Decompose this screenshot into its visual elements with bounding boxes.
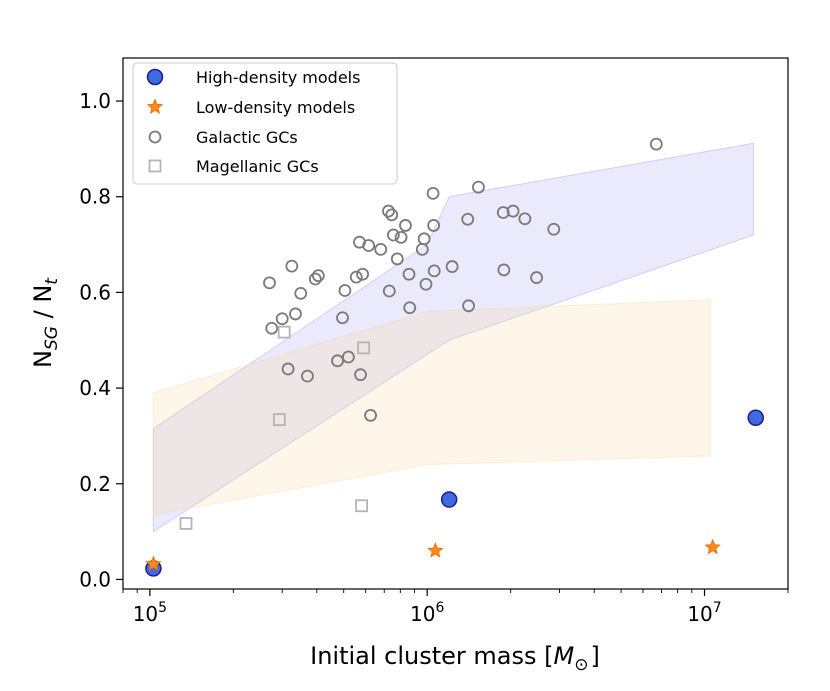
- galactic-gcs-point-39: [472, 180, 485, 194]
- low-density-band: [152, 299, 711, 516]
- low-density-models-point-2: [704, 538, 721, 555]
- galactic-gcs-point-38: [462, 299, 475, 313]
- galactic-gcs-point-19: [364, 408, 377, 422]
- galactic-gcs-point-12: [338, 284, 352, 297]
- galactic-gcs-point-9: [311, 269, 325, 283]
- galactic-gcs-point-22: [382, 284, 396, 298]
- galactic-gcs-point-23: [385, 208, 399, 222]
- y-tick-label-2: 0.4: [79, 376, 111, 400]
- high-density-models-point-1: [440, 491, 458, 508]
- legend-label-high-density: High-density models: [196, 68, 360, 87]
- x-axis-title-symbol: M: [554, 642, 575, 670]
- galactic-gcs-point-13: [342, 350, 355, 364]
- galactic-gcs-point-46: [649, 137, 663, 151]
- galactic-gcs-point-7: [301, 369, 314, 383]
- galactic-gcs-point-14: [349, 270, 363, 284]
- legend-markers: [146, 68, 164, 173]
- magellanic-gcs-point-2: [277, 325, 291, 339]
- galactic-gcs-point-3: [281, 362, 295, 376]
- galactic-gcs-point-2: [275, 312, 289, 326]
- legend: High-density models Low-density models G…: [132, 62, 398, 185]
- y-axis-title-sub-t: t: [42, 277, 62, 285]
- low-density-models-point-1: [427, 542, 444, 558]
- galactic-gcs-point-24: [386, 228, 400, 242]
- high-density-models-point-2: [747, 409, 764, 426]
- y-tick-label-0: 0.0: [79, 567, 111, 591]
- galactic-gcs-point-0: [263, 276, 276, 290]
- legend-marker-3: [148, 159, 162, 173]
- galactic-gcs-point-43: [518, 212, 532, 226]
- galactic-gcs-point-4: [285, 259, 299, 273]
- y-tick-label-3: 0.6: [79, 280, 111, 304]
- bands-layer: [152, 142, 754, 533]
- galactic-gcs-point-10: [331, 354, 344, 368]
- galactic-gcs-point-18: [362, 239, 376, 252]
- galactic-gcs-point-35: [427, 264, 441, 278]
- galactic-gcs-point-40: [496, 206, 510, 219]
- x-axis-title: Initial cluster mass [M⊙]: [310, 642, 600, 675]
- x-tick-label-1: 106: [410, 600, 444, 626]
- y-axis-title: NSG / Nt: [29, 277, 62, 368]
- magellanic-gcs-point-3: [355, 499, 368, 513]
- galactic-gcs-point-28: [402, 267, 416, 281]
- galactic-gcs-point-34: [427, 219, 441, 232]
- y-axis-title-n: N: [29, 350, 57, 368]
- galactic-gcs-point-16: [354, 368, 367, 382]
- galactic-gcs-point-1: [265, 321, 279, 335]
- points-layer: [145, 137, 764, 577]
- x-axis-title-end: ]: [590, 642, 599, 670]
- legend-label-low-density: Low-density models: [196, 98, 355, 117]
- galactic-gcs-point-21: [382, 204, 395, 218]
- low-density-models-point-0: [145, 555, 162, 572]
- galactic-gcs-point-36: [445, 260, 459, 273]
- legend-label-galactic-gcs: Galactic GCs: [196, 128, 298, 147]
- x-axis-title-main: Initial cluster mass [: [310, 642, 553, 670]
- plot-frame: [122, 57, 789, 590]
- legend-marker-1: [146, 98, 164, 114]
- y-axis-title-mid: / N: [29, 285, 57, 326]
- y-tick-label-5: 1.0: [79, 89, 111, 113]
- y-tick-label-4: 0.8: [79, 185, 111, 209]
- galactic-gcs-point-17: [356, 267, 370, 281]
- galactic-gcs-point-11: [336, 311, 349, 325]
- magellanic-gcs-point-0: [179, 517, 193, 530]
- galactic-gcs-point-41: [497, 263, 511, 277]
- y-axis-title-sub-sg: SG: [42, 326, 62, 350]
- galactic-gcs-point-8: [308, 272, 322, 286]
- ticks-layer: 105 106 107 0.0 0.2 0.4 0.6 0.8 1.0: [79, 89, 789, 626]
- galactic-gcs-point-29: [403, 301, 417, 315]
- galactic-gcs-point-33: [426, 186, 440, 200]
- legend-box: [132, 62, 398, 185]
- galactic-gcs-point-31: [417, 232, 431, 246]
- legend-label-magellanic-gcs: Magellanic GCs: [196, 157, 319, 176]
- y-tick-label-1: 0.2: [79, 472, 111, 496]
- legend-marker-0: [146, 68, 164, 86]
- galactic-gcs-point-44: [530, 271, 543, 284]
- magellanic-gcs-point-1: [272, 413, 286, 427]
- galactic-gcs-point-20: [374, 242, 388, 256]
- galactic-gcs-point-6: [294, 286, 308, 300]
- galactic-gcs-point-32: [419, 277, 433, 291]
- x-tick-label-0: 105: [133, 600, 167, 626]
- galactic-gcs-point-37: [461, 212, 475, 226]
- galactic-gcs-point-5: [289, 307, 302, 321]
- galactic-gcs-point-45: [547, 222, 561, 236]
- galactic-gcs-point-27: [399, 219, 412, 232]
- x-axis-title-subscript: ⊙: [574, 655, 588, 675]
- high-density-band: [152, 142, 754, 533]
- galactic-gcs-point-25: [390, 252, 404, 266]
- x-tick-label-2: 107: [687, 600, 721, 626]
- galactic-gcs-point-26: [394, 230, 408, 244]
- legend-marker-2: [148, 130, 162, 144]
- magellanic-gcs-point-4: [357, 341, 371, 355]
- galactic-gcs-point-42: [506, 204, 520, 218]
